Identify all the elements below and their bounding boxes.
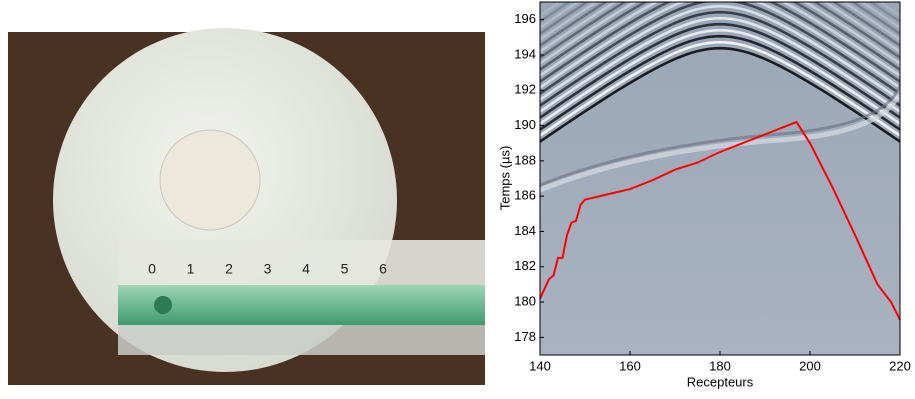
y-tick-label: 196 [514,11,536,26]
seismic-stripe [540,55,900,187]
ruler-label: 5 [341,261,349,277]
ruler-label: 2 [225,261,233,277]
y-tick-label: 182 [514,258,536,273]
seismic-stripe [540,2,900,53]
x-tick-label: 220 [889,358,911,373]
seismic-stripe [540,2,900,89]
ruler: 0 1 2 3 4 5 6 [118,240,485,355]
x-tick-label: 140 [529,358,551,373]
seismic-stripe [540,16,900,113]
y-tick-label: 194 [514,46,536,61]
y-tick-label: 184 [514,223,536,238]
seismic-stripe [540,46,900,143]
ruler-label: 1 [187,261,195,277]
inner-disc [159,129,261,231]
data-line [539,120,901,321]
seismic-stripe [540,4,900,101]
chart: 140 160 180 200 220 178 180 182 184 186 188 190 192 1… [514,11,911,373]
seismic-stripe [540,2,900,59]
ruler-label: 6 [379,261,387,277]
y-tick-label: 186 [514,188,536,203]
y-tick-label: 190 [514,117,536,132]
x-axis-label: Recepteurs [687,374,754,389]
seismic-stripe [540,2,900,65]
seismic-stripe [540,2,900,71]
ruler-back [118,325,485,355]
photo: 0 1 2 3 4 5 6 [8,28,485,385]
y-tick-label: 178 [514,329,536,344]
seismic-stripe [540,60,900,193]
seismic-stripe [540,2,900,83]
ruler-scale [118,240,485,285]
seismic-stripe [540,2,900,47]
y-tick-label: 180 [514,293,536,308]
seismic-stripe [540,40,900,137]
seismic-stripe [540,28,900,125]
seismic-stripe [540,34,900,131]
x-tick-label: 200 [799,358,821,373]
ruler-label: 4 [302,261,310,277]
ruler-label: 0 [148,261,156,277]
y-tick-label: 188 [514,152,536,167]
y-tick-label: 192 [514,82,536,97]
ruler-label: 3 [264,261,272,277]
seismic-stripe [540,22,900,119]
seismic-stripe [540,10,900,107]
seismic-stripe [540,2,900,95]
ruler-body [118,285,485,325]
seismic-texture [540,2,900,193]
y-axis-label: Temps (µs) [497,146,512,211]
x-tick-label: 160 [619,358,641,373]
seismic-image [540,2,900,355]
x-tick-label: 180 [709,358,731,373]
ruler-hole [154,296,172,314]
seismic-stripe [540,2,900,77]
plot-frame [539,1,901,356]
